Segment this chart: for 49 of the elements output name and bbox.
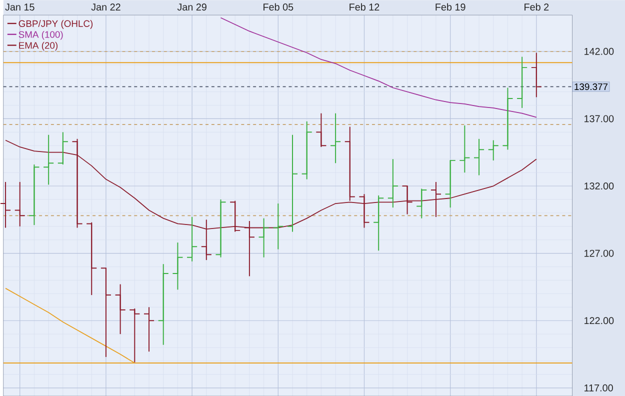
candlestick <box>186 216 198 262</box>
x-tick-label: Feb 19 <box>436 3 466 10</box>
candlestick <box>258 218 270 258</box>
y-tick-label: 122.00 <box>584 316 614 324</box>
legend-label: GBP/JPY (OHLC) <box>18 20 93 29</box>
candlestick <box>430 181 442 218</box>
candlestick <box>516 56 528 108</box>
legend-label: SMA (100) <box>18 30 63 40</box>
candlestick <box>459 124 470 173</box>
candlestick <box>488 140 499 161</box>
x-tick-label: Jan 22 <box>91 3 120 10</box>
candlestick <box>57 132 68 165</box>
y-tick-label: 132.00 <box>584 182 614 190</box>
candlestick <box>172 242 184 290</box>
candlestick <box>114 284 126 334</box>
x-tick-label: Jan 29 <box>177 3 206 10</box>
candlestick <box>86 222 98 296</box>
candlestick <box>416 188 428 219</box>
x-tick-label: Feb 2 <box>524 3 549 10</box>
candlestick <box>402 185 413 215</box>
candlestick <box>373 194 384 251</box>
candlestick <box>43 134 54 186</box>
x-tick-label: Jan 15 <box>5 4 34 10</box>
candlestick <box>530 52 542 98</box>
candlestick <box>444 160 456 208</box>
candlestick <box>286 134 298 232</box>
y-tick-label: 117.00 <box>584 384 613 392</box>
candlestick <box>301 120 312 180</box>
candlestick <box>272 202 284 250</box>
candlestick <box>330 112 342 164</box>
candlestick <box>387 158 398 208</box>
ref-line-label: 139.377 <box>574 83 608 90</box>
y-tick-label: 142.00 <box>584 48 614 55</box>
candlestick <box>316 112 327 148</box>
candlestick <box>14 181 26 227</box>
y-tick-label: 137.00 <box>584 115 614 122</box>
candlestick <box>129 308 140 363</box>
candlestick <box>215 198 226 258</box>
candlestick <box>158 263 169 346</box>
candlestick <box>143 306 155 352</box>
candlestick <box>474 138 485 176</box>
legend-label: EMA (20) <box>19 42 58 50</box>
candlestick <box>502 87 514 150</box>
x-tick-label: Feb 05 <box>264 3 294 10</box>
candlestick <box>0 181 12 228</box>
y-tick-label: 127.00 <box>584 250 614 257</box>
candlestick <box>100 267 112 358</box>
x-tick-label: Feb 12 <box>350 3 380 10</box>
candlestick <box>28 164 40 226</box>
